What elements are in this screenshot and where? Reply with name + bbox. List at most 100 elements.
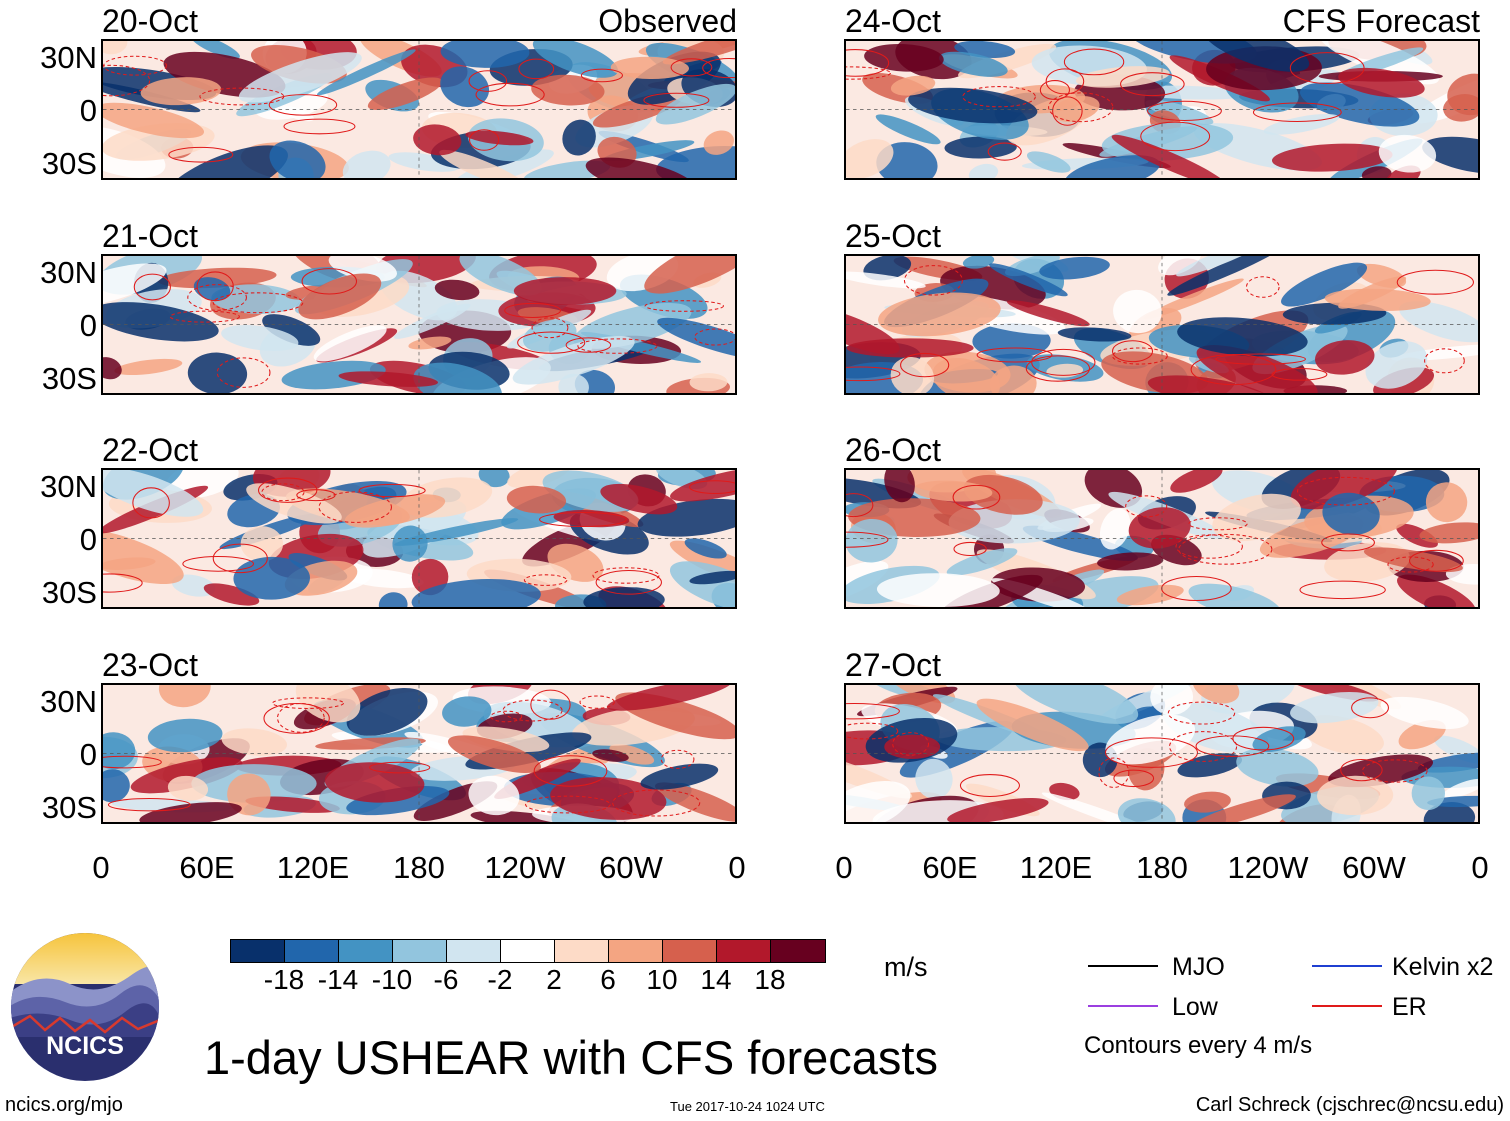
shear-patch <box>233 556 310 600</box>
shear-patch <box>442 696 492 727</box>
shear-patch <box>1170 470 1223 493</box>
er-contour <box>1147 100 1222 121</box>
er-contour <box>133 273 171 301</box>
er-contour <box>846 66 891 80</box>
colorbar-swatch <box>339 940 393 962</box>
er-contour <box>107 798 191 812</box>
colorbar-tick: 2 <box>546 964 562 995</box>
colorbar-tick: -18 <box>263 964 305 995</box>
shear-patch <box>609 744 655 765</box>
shear-patch <box>915 758 953 799</box>
er-contour <box>1232 726 1295 751</box>
shear-patch <box>1411 776 1446 810</box>
shear-patch <box>103 357 122 380</box>
shear-patch <box>583 587 665 607</box>
shear-patch <box>103 732 136 770</box>
lat-label: 30S <box>41 146 97 181</box>
er-contour <box>959 774 1020 797</box>
shear-patch <box>1300 82 1420 127</box>
er-contour <box>1361 759 1428 783</box>
er-contour <box>301 268 358 295</box>
er-contour <box>1289 52 1365 84</box>
shear-patch <box>328 256 397 282</box>
shear-patch <box>1097 552 1164 571</box>
legend-line <box>1088 1005 1158 1007</box>
er-contour <box>518 58 555 80</box>
shear-patch <box>1236 748 1319 787</box>
shear-patch <box>163 145 288 178</box>
shear-patch <box>531 74 605 106</box>
er-contour <box>504 302 562 318</box>
er-contour <box>1271 367 1328 381</box>
colorbar-tick: 14 <box>700 964 732 995</box>
shear-patch <box>689 570 735 585</box>
shear-patch <box>103 302 219 342</box>
shear-patch <box>1361 166 1392 178</box>
figure-title: 1-day USHEAR with CFS forecasts <box>204 1031 938 1084</box>
shear-patch <box>1113 289 1162 334</box>
shear-patch <box>864 43 944 72</box>
panel-date: 25-Oct <box>845 218 942 254</box>
colorbar-tick: 6 <box>600 964 616 995</box>
shear-patch <box>211 284 301 314</box>
er-contour <box>182 555 254 572</box>
shear-patch <box>656 145 735 178</box>
shear-patch <box>1052 96 1100 122</box>
shear-patch <box>1317 775 1394 816</box>
er-contour <box>1396 269 1474 295</box>
shear-patch <box>507 470 571 489</box>
shear-patch <box>478 470 510 488</box>
shear-patch <box>1064 155 1160 178</box>
shear-patch <box>1281 262 1368 307</box>
footer-url[interactable]: ncics.org/mjo <box>5 1094 123 1116</box>
panel-tag: CFS Forecast <box>1282 3 1480 39</box>
er-contour <box>530 689 571 720</box>
colorbar-swatch <box>609 940 663 962</box>
er-contour <box>187 284 247 311</box>
shear-patch <box>240 526 284 562</box>
legend-line <box>1312 965 1382 967</box>
shear-patch <box>1252 726 1306 753</box>
er-contour <box>689 480 735 494</box>
shear-patch <box>684 538 727 559</box>
er-contour <box>517 331 586 354</box>
shear-patch <box>388 152 459 172</box>
shear-patch <box>246 483 342 524</box>
er-contour <box>580 68 623 83</box>
shear-patch <box>963 474 1043 515</box>
shear-patch <box>585 157 696 178</box>
shear-patch <box>439 149 527 178</box>
lon-label: 180 <box>1136 850 1188 885</box>
legend-label: MJO <box>1172 953 1225 981</box>
shear-patch <box>1290 470 1398 510</box>
er-contour <box>169 310 240 323</box>
er-contour <box>1031 348 1096 376</box>
shear-patch <box>1147 375 1272 393</box>
er-contour <box>1215 353 1306 365</box>
shear-patch <box>298 273 382 320</box>
er-contour <box>196 271 234 302</box>
er-contour <box>846 702 900 720</box>
heatmap-panel <box>101 683 737 824</box>
shear-patch <box>558 373 589 393</box>
shear-patch <box>1425 482 1468 523</box>
shear-patch <box>203 583 260 606</box>
shear-patch <box>165 470 239 499</box>
er-contour <box>1104 737 1198 768</box>
shear-patch <box>846 780 911 822</box>
er-contour <box>1169 731 1238 762</box>
shear-patch <box>644 256 735 294</box>
legend-line <box>1088 965 1158 967</box>
er-contour <box>612 789 701 817</box>
shear-patch <box>1099 126 1197 157</box>
shear-patch <box>968 163 999 178</box>
er-contour <box>523 574 568 586</box>
er-contour <box>276 702 325 733</box>
shear-patch <box>627 51 721 105</box>
lon-label: 60E <box>179 850 235 885</box>
lon-label: 120E <box>276 850 350 885</box>
er-contour <box>1297 476 1395 506</box>
shear-patch <box>103 769 130 803</box>
lon-label: 60W <box>599 850 663 885</box>
shear-patch <box>193 277 231 301</box>
